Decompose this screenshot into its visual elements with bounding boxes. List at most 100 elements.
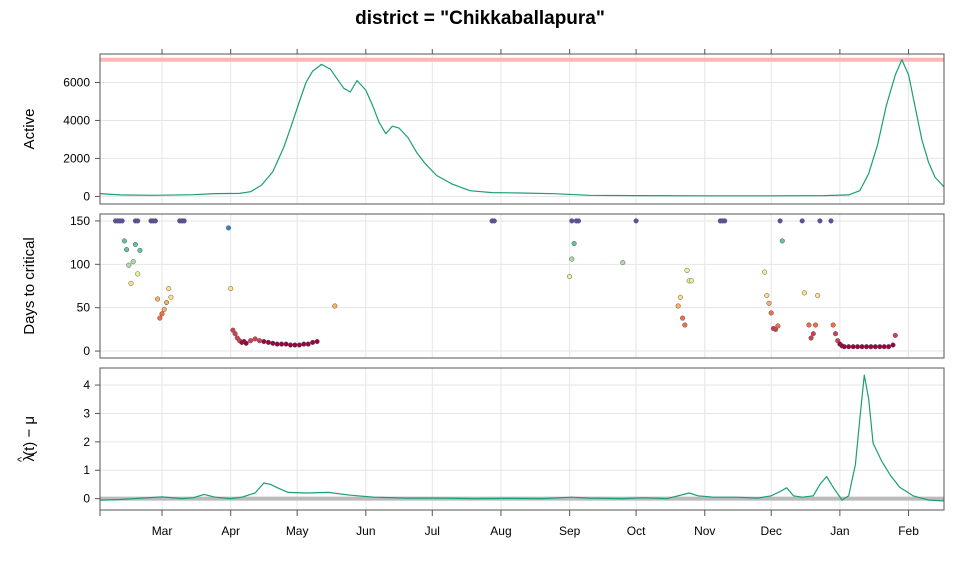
data-point [768, 310, 774, 316]
y-axis-label: Active [21, 109, 38, 150]
data-point [677, 294, 683, 300]
data-point [766, 300, 772, 306]
x-tick-label: Feb [898, 524, 919, 538]
data-point [682, 322, 688, 328]
data-point [163, 299, 170, 306]
y-tick-label: 4 [83, 378, 90, 392]
data-point [575, 218, 582, 224]
data-point [859, 344, 865, 350]
data-point [832, 331, 839, 337]
data-point [119, 218, 125, 224]
series-line [100, 374, 944, 502]
y-tick-label: 3 [83, 406, 90, 420]
y-tick-label: 1 [83, 463, 90, 477]
data-point [157, 315, 163, 321]
data-point [688, 278, 695, 284]
y-axis-label: λ^(t) − μ [16, 416, 38, 462]
data-point [248, 338, 254, 344]
data-point [225, 225, 232, 231]
data-point [314, 338, 320, 345]
data-point [132, 241, 138, 247]
data-point [571, 240, 577, 247]
y-tick-label: 50 [77, 301, 91, 315]
data-point [130, 259, 136, 265]
data-point [850, 344, 856, 350]
data-point [232, 331, 238, 337]
data-point [228, 286, 234, 292]
data-point [135, 218, 141, 224]
data-point [261, 338, 267, 345]
data-point [137, 247, 143, 253]
data-point [569, 256, 575, 262]
data-point [775, 323, 781, 329]
data-point [166, 286, 172, 292]
series-line [100, 59, 944, 197]
y-tick-label: 6000 [63, 75, 90, 89]
data-point [567, 273, 573, 280]
data-point [252, 336, 258, 342]
data-point [877, 344, 883, 350]
panel-days-to-critical: 0 50 100 150 Days to critical [21, 213, 945, 359]
x-tick-label: Apr [221, 524, 240, 538]
data-point [764, 292, 770, 299]
data-point [808, 335, 814, 341]
data-point [296, 342, 302, 348]
x-tick-label: Jun [356, 524, 375, 538]
data-point [815, 292, 821, 299]
data-point [855, 344, 861, 350]
data-point [332, 303, 338, 309]
data-point [890, 342, 896, 348]
data-point [762, 269, 768, 275]
data-point [892, 332, 898, 338]
data-point [799, 218, 805, 224]
x-tick-label: Oct [627, 524, 646, 538]
data-point [684, 267, 690, 273]
x-tick-label: Mar [152, 524, 173, 538]
x-tick-label: Aug [490, 524, 511, 538]
data-point [810, 331, 816, 337]
y-tick-label: 2 [83, 435, 90, 449]
x-tick-label: Sep [559, 524, 581, 538]
y-tick-label: 0 [83, 344, 90, 358]
data-point [828, 218, 834, 224]
data-point [274, 341, 280, 347]
x-tick-label: Dec [761, 524, 782, 538]
data-point [126, 262, 132, 268]
panels: 0 2000 4000 6000 Active 0 50 100 150 Days to crit… [16, 53, 945, 511]
data-point [181, 218, 187, 224]
data-point [779, 238, 785, 244]
x-tick-label: Nov [694, 524, 715, 538]
x-axis: Mar Apr May Jun Jul Aug Sep Oct Nov Dec Jan Feb [99, 49, 919, 538]
data-point [270, 340, 276, 346]
x-tick-label: Jan [830, 524, 849, 538]
data-point [152, 218, 158, 224]
panel-active: 0 2000 4000 6000 Active [21, 53, 945, 205]
data-point [124, 247, 130, 253]
data-point [292, 342, 298, 348]
y-tick-label: 150 [70, 214, 90, 228]
data-point [305, 341, 311, 347]
data-point [777, 218, 783, 224]
data-point [161, 306, 167, 312]
data-point [806, 322, 812, 328]
data-point [301, 341, 307, 347]
data-point [620, 260, 626, 266]
data-point [310, 339, 316, 345]
y-tick-label: 0 [83, 492, 90, 506]
data-point [283, 341, 289, 347]
data-point [121, 238, 127, 244]
data-point [722, 218, 728, 224]
data-point [801, 290, 807, 296]
data-point [633, 218, 639, 224]
data-point [128, 280, 134, 286]
data-point [830, 322, 836, 328]
data-point [881, 344, 887, 350]
data-point [773, 326, 779, 332]
y-tick-label: 100 [70, 257, 90, 271]
y-tick-label: 2000 [63, 151, 90, 165]
panel-frame [99, 367, 945, 511]
data-point [846, 344, 852, 350]
y-tick-label: 0 [83, 189, 90, 203]
y-axis-label: Days to critical [21, 237, 38, 335]
